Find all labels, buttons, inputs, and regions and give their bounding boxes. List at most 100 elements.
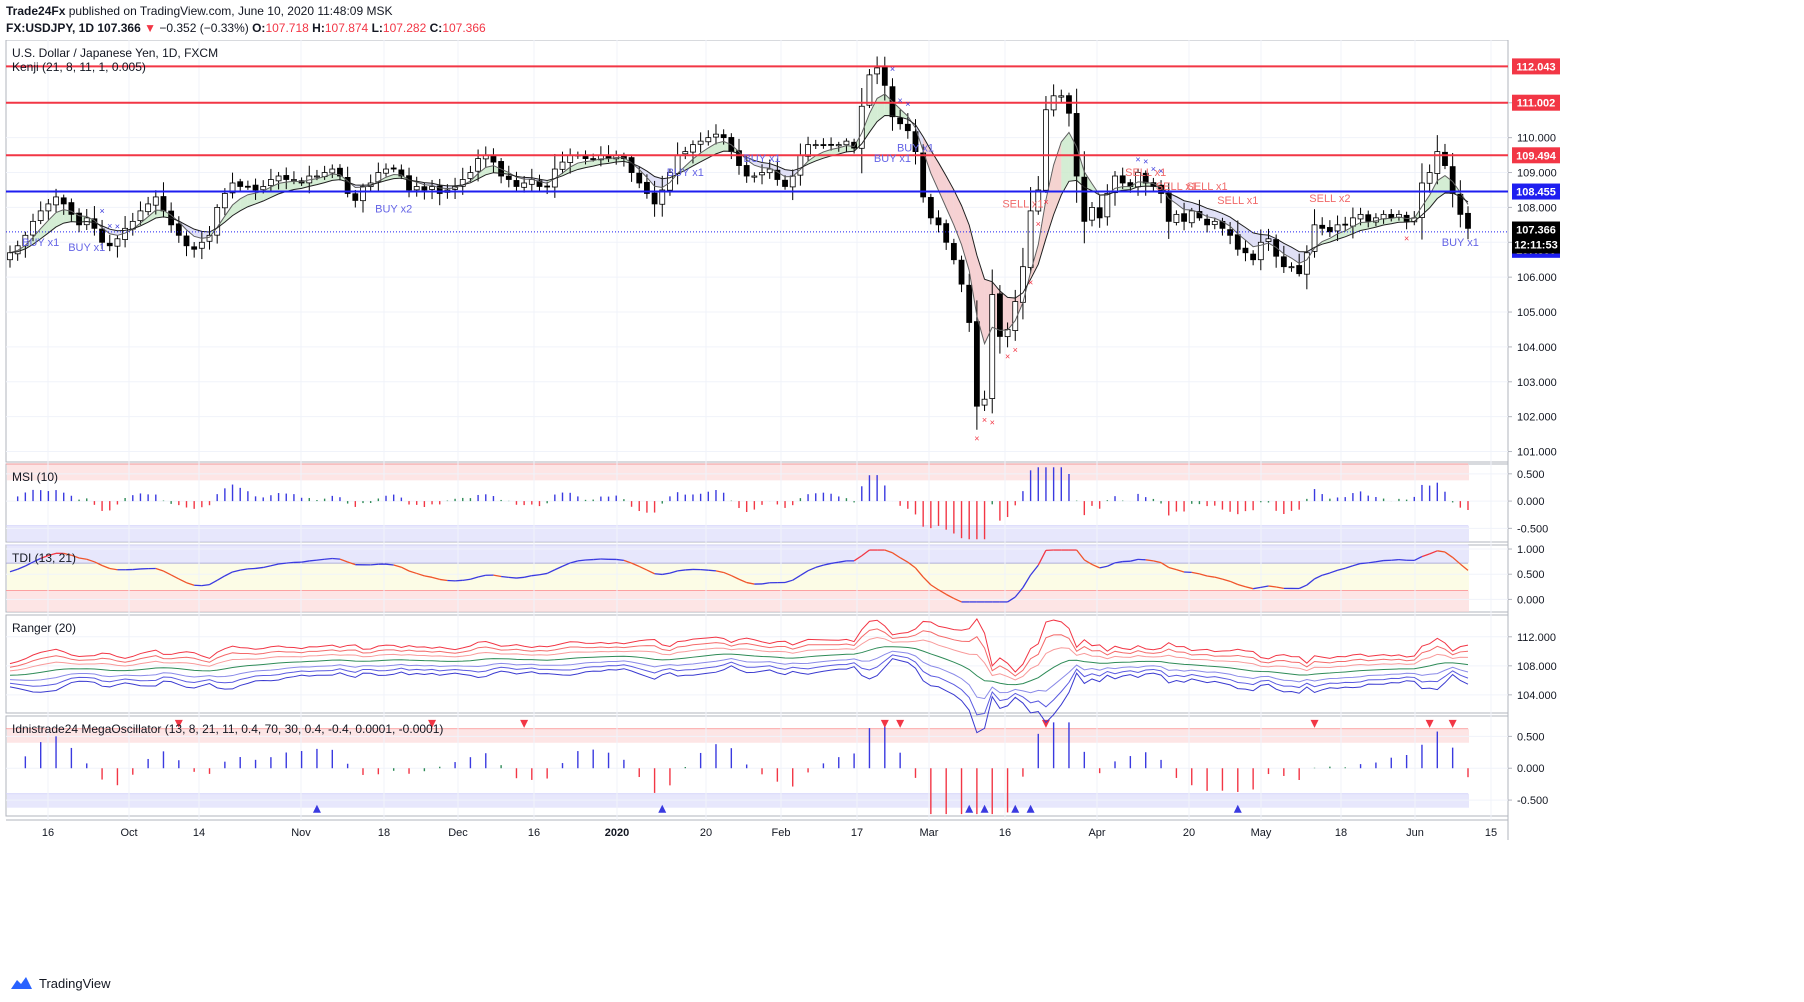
candle-up (835, 144, 842, 147)
candle-up (275, 175, 282, 182)
oversold-triangle-icon (1233, 804, 1242, 813)
level-price-tag (1512, 183, 1560, 200)
time-axis-label: 20 (700, 827, 712, 839)
candle-down (950, 243, 957, 261)
candle-down (106, 242, 113, 247)
tdi-line (1268, 585, 1277, 588)
tdi-line (1298, 584, 1308, 590)
tdi-line (593, 558, 601, 561)
tdi-line (25, 561, 34, 567)
price-axis-label: 101.000 (1517, 447, 1557, 459)
tdi-line (508, 576, 517, 579)
signal-annotation: SELL x1 (1125, 167, 1166, 179)
tdi-line (178, 578, 187, 584)
candle-down (1457, 193, 1464, 215)
symbol-label: FX:USDJPY, 1D (6, 21, 95, 35)
tdi-line (1437, 550, 1446, 553)
buy-marker: × (1158, 166, 1163, 176)
kenji-cloud (562, 167, 571, 176)
buy-marker: × (905, 99, 910, 109)
candle-up (198, 241, 205, 249)
candle-up (843, 140, 850, 146)
kenji-cloud (478, 167, 486, 179)
author-name[interactable]: Trade24Fx (6, 4, 66, 18)
tdi-line (1168, 566, 1177, 571)
tdi-line (1360, 562, 1369, 565)
kenji-cloud (1191, 202, 1200, 213)
price-axis-label: 108.000 (1517, 202, 1557, 214)
candle-down (60, 197, 67, 205)
kenji-cloud (808, 155, 816, 165)
tdi-line (823, 562, 832, 566)
candle-down (1280, 256, 1287, 268)
tdi-line (738, 578, 747, 584)
overbought-triangle-icon (174, 719, 183, 728)
candle-up (14, 245, 21, 255)
tdi-line (677, 569, 686, 572)
tdi-line (1322, 572, 1331, 576)
candle-up (152, 196, 159, 206)
tdi-line (685, 568, 694, 571)
publish-date: published on TradingView.com, June 10, 2… (68, 4, 393, 18)
kenji-cloud (785, 169, 793, 177)
candle-down (1465, 212, 1471, 229)
tdi-line (723, 571, 732, 577)
tdi-line (1114, 560, 1123, 564)
signal-annotation: SELL x1 (1187, 181, 1228, 193)
buy-marker: × (115, 221, 120, 231)
signal-annotation: SELL x2 (1309, 193, 1350, 205)
trading-chart[interactable]: U.S. Dollar / Japanese Yen, 1D, FXCM MSI … (0, 40, 1804, 1002)
tradingview-logo[interactable]: TradingView (8, 975, 111, 991)
oversold-triangle-icon (658, 804, 667, 813)
price-axis-label: 104.000 (1517, 690, 1557, 702)
kenji-slow-line (9, 115, 1469, 299)
signal-annotation: BUY x1 (897, 143, 934, 155)
candle-down (736, 150, 742, 166)
candle-down (1227, 229, 1234, 236)
ranger-band-line (9, 618, 1469, 673)
tdi-line (800, 570, 809, 576)
tdi-line (784, 579, 793, 584)
candle-down (76, 212, 82, 226)
signal-annotation: BUY x2 (375, 204, 412, 216)
candle-up (45, 203, 52, 212)
tdi-line (1145, 559, 1154, 562)
candle-up (705, 137, 712, 143)
candle-down (1142, 172, 1149, 184)
tdi-line (278, 562, 287, 565)
candle-up (383, 168, 389, 174)
tradingview-cloud-icon (11, 977, 32, 989)
kenji-cloud (1237, 222, 1246, 241)
kenji-cloud (224, 205, 233, 223)
tdi-line (163, 570, 172, 576)
tdi-line (1276, 586, 1284, 590)
tdi-line (408, 570, 417, 575)
tdi-line (40, 554, 49, 559)
time-axis-label: Dec (448, 827, 468, 839)
kenji-cloud (1322, 238, 1330, 245)
candle-down (252, 184, 259, 191)
tdi-line (853, 555, 863, 562)
kenji-cloud (186, 225, 195, 237)
tdi-line (71, 554, 80, 559)
candle-up (1349, 217, 1356, 227)
tdi-line (78, 557, 87, 560)
tdi-line (1007, 596, 1016, 603)
buy-marker: × (890, 64, 895, 74)
last-price-tag (1512, 221, 1560, 254)
kenji-cloud (148, 210, 156, 223)
candle-down (1242, 247, 1249, 254)
tdi-line (209, 579, 218, 586)
kenji-cloud (155, 210, 164, 219)
tdi-line (155, 567, 164, 572)
ranger-band-line (9, 628, 1469, 677)
tdi-line (700, 568, 709, 571)
candle-down (920, 152, 927, 198)
price-axis-label: 105.000 (1517, 307, 1557, 319)
candle-down (398, 169, 405, 177)
tdi-line (953, 597, 962, 603)
tdi-line (646, 569, 655, 575)
candle-up (690, 144, 696, 153)
pane-frame-0 (5, 40, 1509, 463)
sell-marker: × (982, 415, 987, 425)
